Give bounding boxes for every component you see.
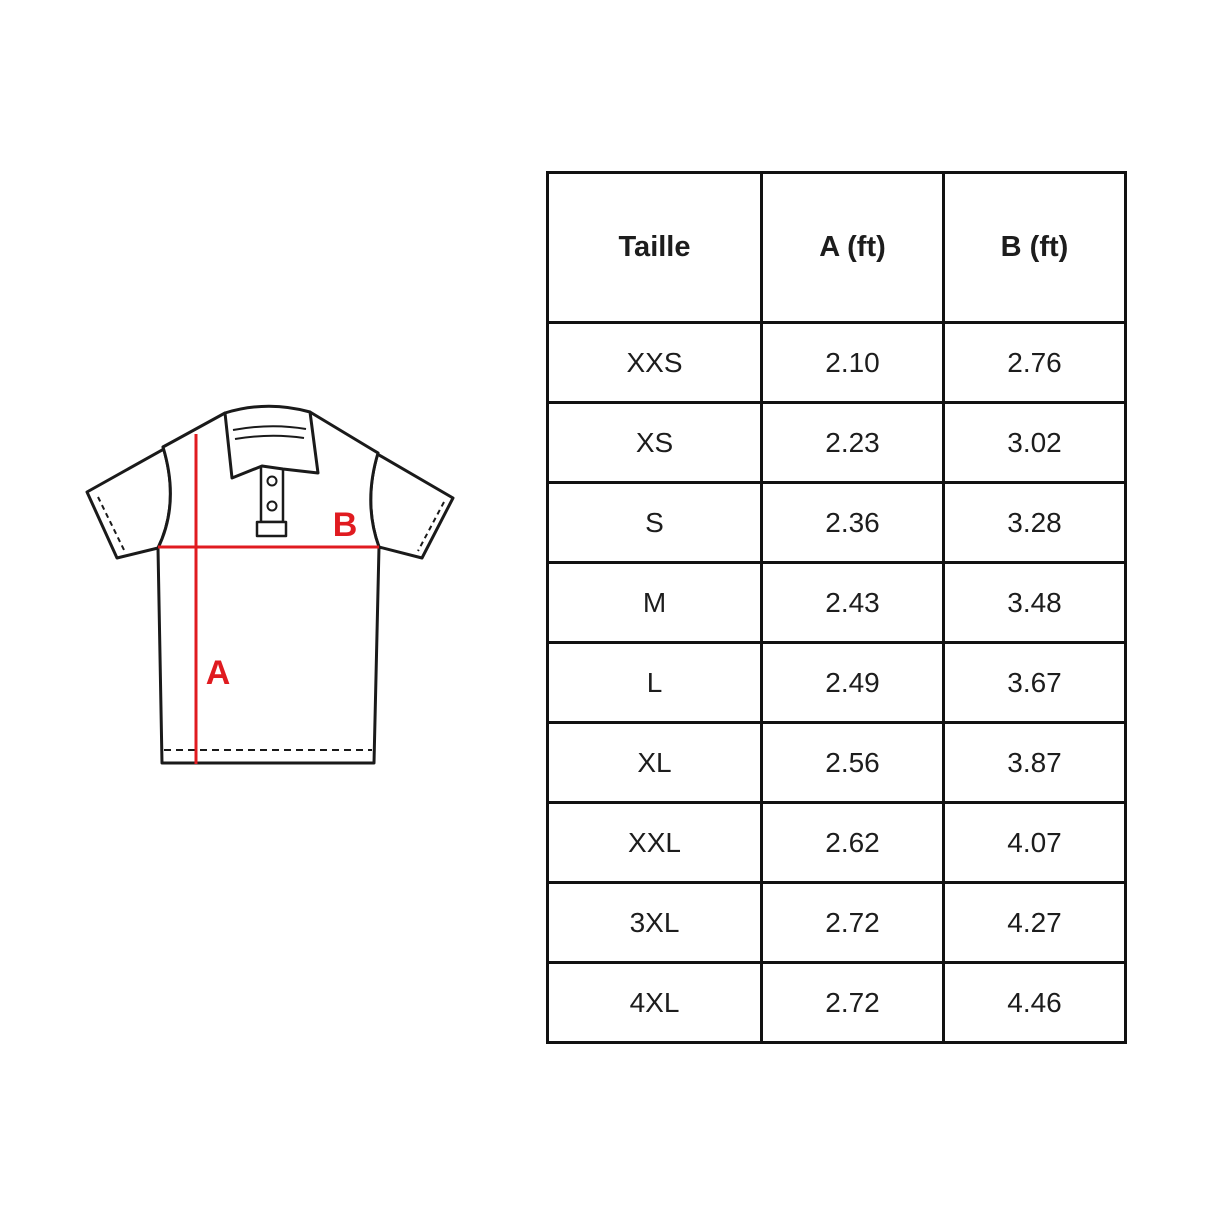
table-cell: S [546,481,763,564]
table-row: XXL 2.62 4.07 [546,801,1127,884]
table-cell: 2.56 [760,721,945,804]
table-cell: 3.48 [942,561,1127,644]
table-row: XXS 2.10 2.76 [546,321,1127,404]
table-cell: 2.49 [760,641,945,724]
size-table-body: XXS 2.10 2.76 XS 2.23 3.02 S 2.36 3.28 M 2.43 3.48 L… [546,321,1127,1044]
table-row: S 2.36 3.28 [546,481,1127,564]
table-cell: XXL [546,801,763,884]
polo-shirt-diagram: A B [85,404,455,765]
table-cell: M [546,561,763,644]
table-cell: XS [546,401,763,484]
table-row: XL 2.56 3.87 [546,721,1127,804]
header-cell-a: A (ft) [760,171,945,324]
table-cell: XL [546,721,763,804]
table-cell: 4.46 [942,961,1127,1044]
measurement-label-a: A [206,654,231,692]
table-cell: 2.23 [760,401,945,484]
table-row: M 2.43 3.48 [546,561,1127,644]
table-cell: 3.02 [942,401,1127,484]
table-cell: 3.67 [942,641,1127,724]
table-cell: 2.76 [942,321,1127,404]
table-cell: 2.62 [760,801,945,884]
table-cell: XXS [546,321,763,404]
collar [223,404,320,480]
left-sleeve-stitch-line [97,496,126,553]
size-table-header: Taille A (ft) B (ft) [546,171,1127,324]
header-row: Taille A (ft) B (ft) [546,171,1127,324]
right-sleeve-stitch-line [417,501,445,552]
table-cell: L [546,641,763,724]
table-cell: 3.28 [942,481,1127,564]
header-cell-taille: Taille [546,171,763,324]
button-icon [266,500,278,512]
table-cell: 2.43 [760,561,945,644]
table-row: L 2.49 3.67 [546,641,1127,724]
table-cell: 4.07 [942,801,1127,884]
measurement-label-b: B [333,506,358,544]
size-table: Taille A (ft) B (ft) XXS 2.10 2.76 XS 2.23 3.… [546,171,1127,1044]
table-row: 4XL 2.72 4.46 [546,961,1127,1044]
table-cell: 3XL [546,881,763,964]
table-cell: 2.72 [760,881,945,964]
table-cell: 2.72 [760,961,945,1044]
placket-end [255,520,288,538]
placket [259,462,285,524]
table-cell: 4.27 [942,881,1127,964]
table-cell: 2.36 [760,481,945,564]
header-cell-b: B (ft) [942,171,1127,324]
table-row: 3XL 2.72 4.27 [546,881,1127,964]
table-cell: 3.87 [942,721,1127,804]
table-cell: 4XL [546,961,763,1044]
collar-seam [232,425,307,431]
button-icon [266,475,278,487]
collar-seam [234,434,305,440]
table-cell: 2.10 [760,321,945,404]
table-row: XS 2.23 3.02 [546,401,1127,484]
